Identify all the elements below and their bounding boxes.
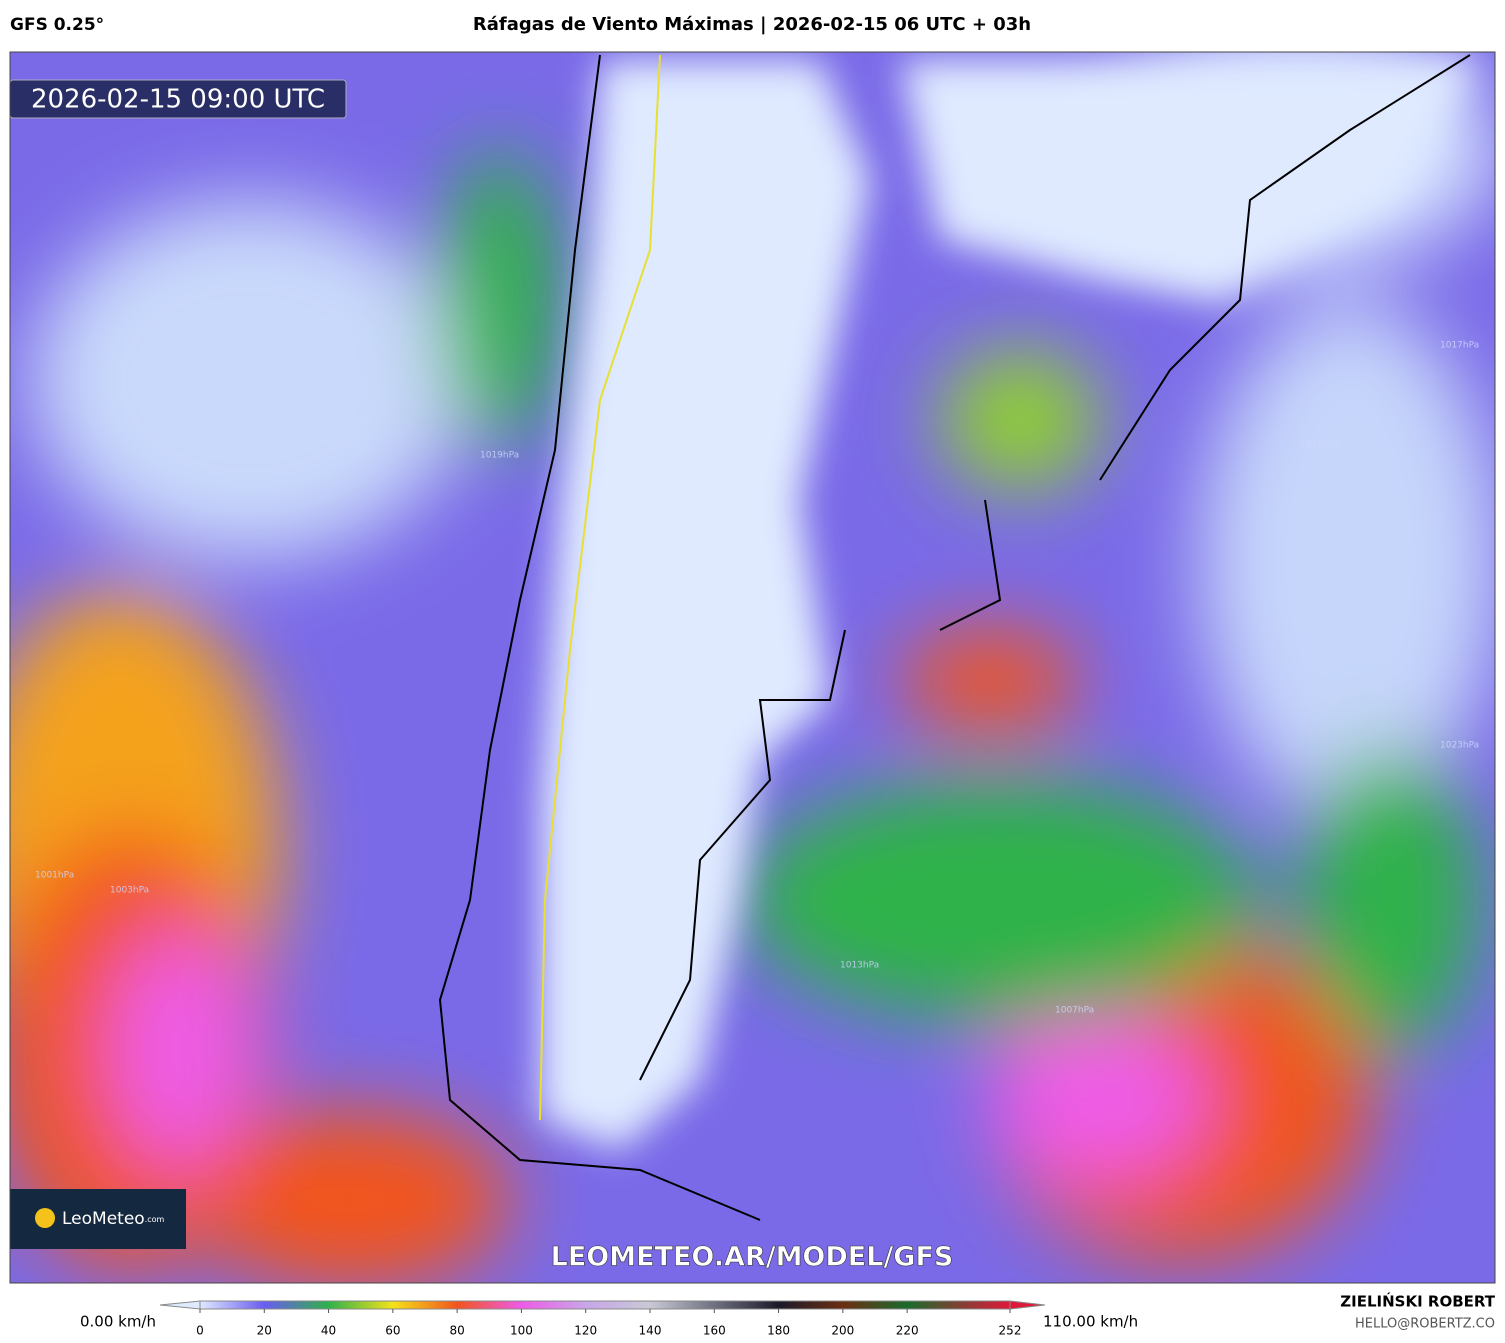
colorbar-tick-label: 0 (196, 1324, 204, 1338)
colorbar-left-arrow (159, 1300, 201, 1310)
title: Ráfagas de Viento Máximas | 2026-02-15 0… (473, 14, 1031, 35)
colorbar-tick-label: 140 (639, 1324, 662, 1338)
map: 1017hPa 1021hPa 1023hPa 1019hPa 1013hPa … (10, 52, 1495, 1283)
colorbar-tick-label: 120 (574, 1324, 597, 1338)
timestamp-box (10, 79, 347, 119)
colorbar-tick-label: 60 (385, 1324, 400, 1338)
model-label: GFS 0.25° (10, 15, 104, 35)
watermark: LEOMETEO.AR/MODEL/GFS (551, 1242, 954, 1273)
timestamp: 2026-02-15 09:00 UTC (31, 85, 325, 115)
logo-suffix: .com (145, 1215, 165, 1224)
colorbar-max-label: 110.00 km/h (1043, 1313, 1138, 1331)
logo-name: LeoMeteo (62, 1209, 145, 1229)
isobar-labels: 1017hPa 1021hPa 1023hPa 1019hPa 1013hPa … (35, 341, 1479, 1016)
colorbar-tick-label: 20 (257, 1324, 272, 1338)
isobar-label: 1021hPa (1300, 441, 1339, 451)
logo-sun (35, 1208, 55, 1228)
contact: HELLO@ROBERTZ.CO (1355, 1317, 1495, 1332)
colorbar-tick-label: 160 (703, 1324, 726, 1338)
colorbar-bar (199, 1300, 1011, 1310)
colorbar-right-arrow (1009, 1300, 1046, 1310)
isobar-label: 1007hPa (1055, 1006, 1094, 1016)
isobar-label: 1023hPa (1440, 741, 1479, 751)
author: ZIELIŃSKI ROBERT (1340, 1292, 1495, 1311)
colorbar-tick-label: 220 (896, 1324, 919, 1338)
isobar-label: 1017hPa (1440, 341, 1479, 351)
isobar-label: 1013hPa (840, 961, 879, 971)
colorbar: 0 20 40 60 80 100 120 140 160 180 200 220 252 (159, 1300, 1046, 1338)
colorbar-min-label: 0.00 km/h (80, 1313, 156, 1331)
colorbar-tick-label: 252 (999, 1324, 1022, 1338)
colorbar-tick-label: 40 (321, 1324, 336, 1338)
isobar-label: 1003hPa (110, 886, 149, 896)
map-frame (9, 51, 1496, 1284)
logo: LeoMeteo.com (62, 1209, 165, 1229)
colorbar-tick-label: 100 (510, 1324, 533, 1338)
colorbar-tick-label: 200 (831, 1324, 854, 1338)
colorbar-tick-label: 180 (767, 1324, 790, 1338)
isobar-label: 1001hPa (35, 871, 74, 881)
colorbar-tick-label: 80 (450, 1324, 465, 1338)
isobar-label: 1019hPa (480, 451, 519, 461)
